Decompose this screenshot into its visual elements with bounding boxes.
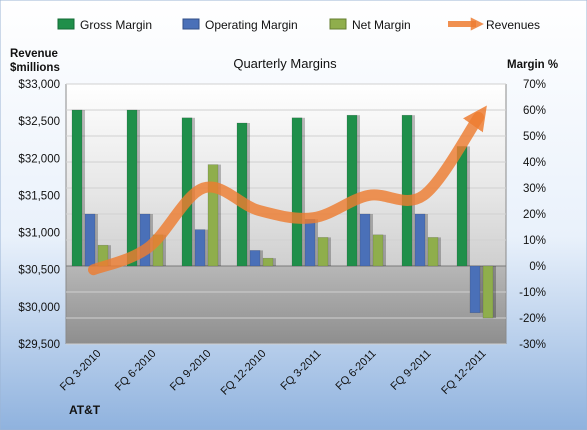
bar-operating-margin [194,229,206,267]
bar-gross-margin [401,114,413,267]
bar-shade-gross-margin [357,115,360,266]
legend-swatch-gross-margin [57,18,75,30]
bar-operating-margin [469,265,481,314]
bar-shade-operating-margin [260,250,263,266]
legend-label-operating-margin: Operating Margin [205,18,298,32]
bar-shade-gross-margin [137,110,140,266]
left-tick-label: $33,000 [18,79,60,91]
bar-net-margin [317,237,329,267]
bar-shade-gross-margin [412,115,415,266]
left-tick-label: $32,000 [18,153,60,165]
bar-shade-operating-margin [95,214,98,266]
bar-operating-margin [304,218,316,267]
bar-shade-net-margin [493,266,496,318]
left-axis-title-line1: Revenue [10,48,58,60]
bar-shade-gross-margin [82,110,85,266]
bar-shade-net-margin [328,237,331,266]
right-axis-ticks: -30% -20% -10% 0% 10% 20% 30% 40% 50% 60% 70% [519,79,546,351]
bar-operating-margin [359,213,371,267]
right-tick-label: 60% [523,105,546,117]
bar-gross-margin [126,109,138,267]
right-tick-label: -10% [519,287,546,299]
bar-shade-operating-margin [205,229,208,266]
right-tick-label: 70% [523,79,546,91]
right-tick-label: 10% [523,235,546,247]
revenue-line-group [88,105,487,276]
bar-shade-net-margin [273,258,276,266]
bar-net-margin [482,265,494,319]
bar-shade-net-margin [218,164,221,266]
revenue-line [88,105,487,276]
right-tick-label: 0% [529,261,546,273]
left-tick-label: $30,000 [18,302,60,314]
right-tick-label: 50% [523,131,546,143]
bar-shade-operating-margin [315,219,318,266]
bar-net-margin [372,234,384,267]
bar-gross-margin [346,114,358,267]
legend-label-net-margin: Net Margin [352,18,411,32]
plot-wall [66,84,506,266]
bar-shade-net-margin [383,234,386,266]
bar-operating-margin [249,250,261,267]
bar-shade-operating-margin [480,266,483,313]
bar-net-margin [427,237,439,267]
company-label: AT&T [69,403,101,417]
right-tick-label: -20% [519,313,546,325]
right-tick-label: -30% [519,339,546,351]
bar-shade-operating-margin [370,214,373,266]
chart-title: Quarterly Margins [233,56,337,71]
left-tick-label: $29,500 [18,339,60,351]
plot-floor [66,266,506,344]
bar-gross-margin [291,117,303,267]
bar-shade-gross-margin [467,146,470,266]
left-tick-label: $30,500 [18,265,60,277]
right-axis-title: Margin % [507,59,558,71]
bar-operating-margin [139,213,151,267]
bar-operating-margin [84,213,96,267]
right-tick-label: 40% [523,157,546,169]
bar-gross-margin [71,109,83,267]
right-tick-label: 30% [523,183,546,195]
bar-operating-margin [414,213,426,267]
bar-shade-gross-margin [302,117,305,266]
bar-shade-net-margin [163,234,166,266]
legend-label-revenues: Revenues [486,18,540,32]
legend-swatch-operating-margin [182,18,200,30]
bar-shade-gross-margin [247,123,250,266]
right-tick-label: 20% [523,209,546,221]
left-tick-label: $31,500 [18,190,60,202]
bar-gross-margin [456,146,468,267]
left-axis-ticks: $29,500 $30,000 $30,500 $31,000 $31,500 $32,0… [18,79,60,351]
legend-label-gross-margin: Gross Margin [80,18,152,32]
bar-shade-net-margin [108,245,111,266]
left-axis-title-line2: $millions [10,62,60,74]
bar-net-margin [262,257,274,267]
legend-swatch-net-margin [329,18,347,30]
legend: Gross Margin Operating Margin Net Margin… [57,17,540,32]
left-tick-label: $32,500 [18,116,60,128]
bar-shade-operating-margin [425,214,428,266]
left-tick-label: $31,000 [18,228,60,240]
bar-net-margin [207,164,219,267]
bar-shade-net-margin [438,237,441,266]
